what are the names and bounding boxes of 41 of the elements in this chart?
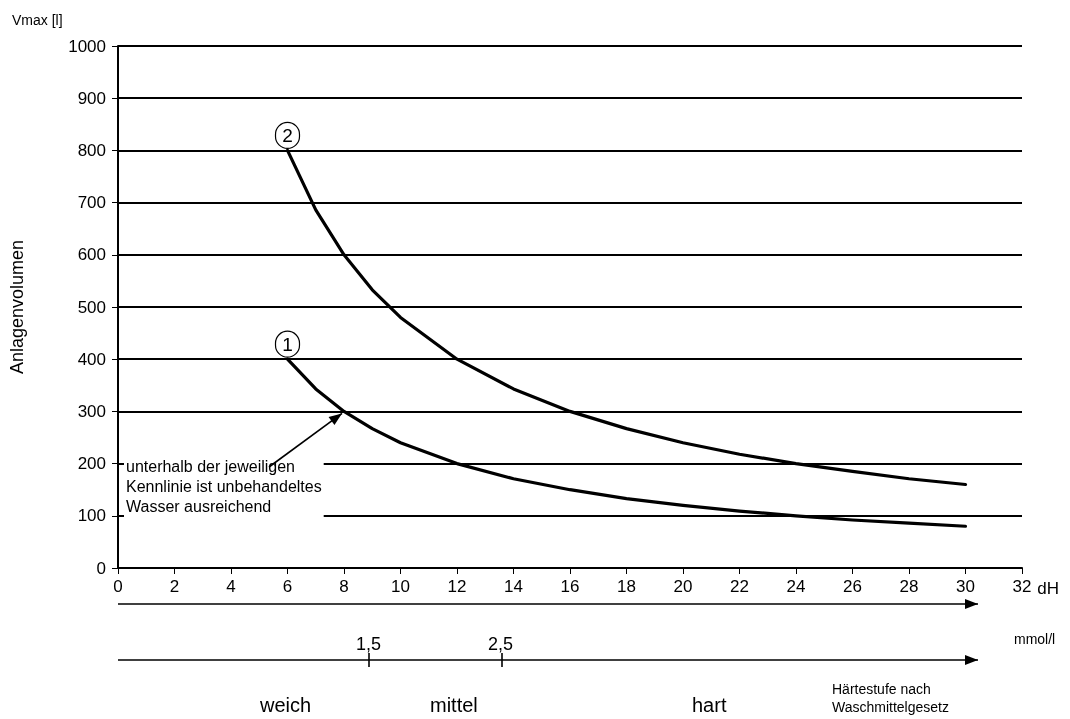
- y-tick-label: 100: [77, 506, 106, 526]
- x-tick-label: 16: [560, 577, 580, 596]
- y-tick-label: 600: [77, 245, 106, 265]
- x-tick-label: 6: [282, 577, 293, 596]
- text: mmol/l: [1014, 631, 1056, 647]
- y-tick-label: 1000: [68, 36, 106, 56]
- y-tick-label: 800: [77, 140, 106, 160]
- y-tick-label: 500: [77, 297, 106, 317]
- series-label: 1: [282, 333, 293, 355]
- x-tick-label: 2: [169, 577, 180, 596]
- y-tick-label: 700: [77, 193, 106, 213]
- text: weich: [259, 694, 312, 716]
- y-tick-label: 400: [77, 349, 106, 369]
- x-tick-label: 14: [504, 577, 523, 596]
- y-tick-label: 300: [77, 401, 106, 421]
- series-label: 2: [282, 124, 293, 146]
- x-tick-label: 20: [673, 577, 693, 596]
- x-tick-label: 10: [391, 577, 410, 596]
- y-axis-title: Anlagenvolumen: [7, 239, 27, 375]
- x-tick-label: 30: [956, 577, 975, 596]
- y-tick-label: 200: [77, 454, 106, 474]
- text: 2,5: [488, 634, 514, 654]
- x-tick-label: 18: [617, 577, 636, 596]
- x-tick-label: 32: [1012, 577, 1032, 596]
- text: Härtestufe nach Waschmittelgesetz: [832, 681, 949, 715]
- text: hart: [692, 694, 727, 716]
- text: Vmax [l]: [12, 12, 63, 28]
- x-tick-label: 22: [730, 577, 749, 596]
- x-tick-label: 8: [339, 577, 349, 596]
- text: 1,5: [356, 634, 382, 654]
- x-tick-label: 0: [113, 577, 123, 596]
- x-tick-label: 28: [899, 577, 919, 596]
- x-tick-label: 26: [843, 577, 862, 596]
- x-tick-label: 24: [786, 577, 806, 596]
- y-tick-label: 900: [77, 88, 106, 108]
- text: mittel: [430, 694, 478, 716]
- x-tick-label: 12: [447, 577, 467, 596]
- y-tick-label: 0: [96, 558, 106, 578]
- x-axis-title: dH: [1037, 579, 1060, 598]
- x-tick-label: 4: [226, 577, 236, 596]
- annotation: unterhalb der jeweiligen Kennlinie ist unbehandeltes Wasser ausreichend: [126, 457, 322, 515]
